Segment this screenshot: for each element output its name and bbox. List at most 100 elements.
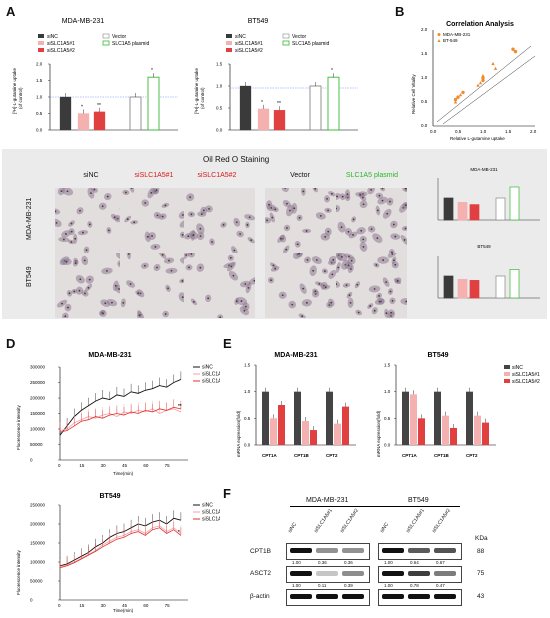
y-tick: 50000 — [30, 579, 43, 584]
lane-label: siNC — [379, 521, 391, 534]
panel-label-b: B — [395, 4, 405, 19]
q-r-cpt1b-3: 0.67 — [436, 560, 445, 565]
panel-d-top-xlabel: Time(min) — [113, 471, 134, 476]
small-bar — [495, 197, 506, 221]
row-label-mda: MDA-MB-231 — [26, 197, 33, 240]
panel-d-bottom-lines: 0 50000 100000 150000 200000 250000 0 15 30 45 60 7… — [30, 503, 182, 608]
svg-text:*: * — [81, 105, 83, 111]
panel-e-left-title: MDA-MB-231 — [274, 352, 317, 359]
panel-d-bottom-title: BT549 — [99, 493, 120, 500]
point-mda-1 — [456, 95, 460, 99]
blot-band — [434, 548, 456, 553]
point-bt-4 — [491, 61, 495, 66]
y-tick: 1.0 — [421, 75, 428, 80]
x-tick: 60 — [143, 603, 149, 608]
x-tick: 0 — [58, 603, 61, 608]
panel-a-right-title: BT549 — [248, 18, 269, 25]
col-label-si1: siSLC1A5#1 — [134, 172, 174, 179]
x-tick: 2.0 — [530, 129, 537, 134]
panel-e-ylabel-left: mRNA expression(fold) — [236, 410, 241, 457]
blot-band — [290, 548, 312, 553]
small-bar — [443, 275, 454, 299]
bar-4 — [147, 76, 160, 131]
panel-e-ylabel-right: mRNA expression(fold) — [376, 410, 381, 457]
blot-label-cpt1b: CPT1B — [250, 548, 271, 555]
svg-text:*: * — [331, 68, 333, 74]
point-mda-0 — [453, 97, 458, 102]
svg-text:(of control): (of control) — [200, 87, 205, 109]
bar-CPT1B-2 — [310, 430, 317, 445]
bar-CPT2-1 — [334, 423, 341, 445]
blot-size-cpt1b: 88 — [477, 548, 485, 555]
bar-CPT1A-0 — [262, 391, 269, 445]
y-tick: 1.0 — [244, 389, 251, 394]
cell-image-r0-c0 — [55, 188, 126, 253]
lane-label: siSLC1A5#2 — [431, 507, 452, 534]
series-line-2 — [59, 406, 181, 433]
x-tick: 75 — [165, 463, 171, 468]
q-l-asct2-1: 1.00 — [292, 583, 301, 588]
panel-d-top-ylabel: Fluorescence intensity — [16, 404, 21, 450]
col-label-vector: Vector — [290, 172, 310, 179]
panel-c-title: Oil Red O Staining — [203, 155, 270, 164]
legend-sinc: siNC — [47, 34, 58, 40]
y-tick: 0.5 — [244, 416, 251, 421]
x-tick: 15 — [79, 463, 85, 468]
blot-kda: KDa — [475, 535, 488, 542]
legend-swatch — [504, 372, 510, 376]
point-bt-0 — [453, 100, 458, 104]
panel-e-right-bars: CPT1A CPT1B CPT2 0.0 0.5 1.0 1.5 — [384, 363, 489, 458]
svg-text:siSLC1A5#1: siSLC1A5#1 — [235, 41, 263, 47]
point-bt-5 — [493, 66, 498, 70]
y-tick: 0.0 — [384, 443, 391, 448]
tick-label: 1.0 — [216, 84, 223, 89]
svg-text:SLC1A5 plasmid: SLC1A5 plasmid — [292, 41, 329, 47]
x-tick: 0.0 — [430, 129, 437, 134]
cell-image-r0-c3 — [265, 188, 336, 253]
q-r-asct2-1: 1.00 — [384, 583, 393, 588]
panel-d-bottom-xlabel: Time(min) — [113, 608, 134, 613]
y-tick: 50000 — [30, 442, 43, 447]
bar-CPT1B-1 — [302, 421, 309, 445]
blot-left-asct2 — [286, 566, 370, 583]
y-tick: 200000 — [30, 522, 46, 527]
category-label: CPT1B — [294, 453, 310, 458]
q-l-asct2-3: 0.39 — [344, 583, 353, 588]
svg-text:siNC: siNC — [235, 34, 246, 40]
legend-si1: siSLC1A5#1 — [47, 41, 75, 47]
svg-text:[³H]-L-gutamine uptake: [³H]-L-gutamine uptake — [194, 67, 199, 114]
q-l-cpt1b-3: 0.36 — [344, 560, 353, 565]
x-tick: 45 — [122, 463, 128, 468]
blot-band — [342, 548, 364, 553]
svg-text:Vector: Vector — [292, 34, 307, 40]
bar-CPT1B-1 — [442, 415, 449, 445]
bar-0 — [59, 96, 72, 131]
q-r-cpt1b-2: 0.64 — [410, 560, 419, 565]
col-label-plasmid: SLC1A5 plasmid — [345, 172, 399, 179]
point-mda-6 — [513, 49, 518, 54]
svg-text:siSLC1A5#2: siSLC1A5#2 — [235, 48, 263, 54]
panel-b-title: Correlation Analysis — [446, 21, 514, 28]
legend-si2: siSLC1A5#2 — [47, 48, 75, 54]
blot-left-cpt1b — [286, 543, 370, 560]
blot-label-asct2: ASCT2 — [250, 570, 271, 577]
x-tick: 75 — [165, 603, 171, 608]
bar-CPT1A-0 — [402, 391, 409, 445]
series-line-1 — [59, 408, 182, 431]
legend-label: siSLC1A5#2 — [512, 379, 540, 385]
bar-CPT2-0 — [466, 391, 473, 445]
x-tick: 0.5 — [455, 129, 462, 134]
panel-label-f: F — [223, 486, 231, 501]
legend-label: siSLC1A5#2 — [202, 517, 220, 523]
tick-label: 0.0 — [216, 128, 223, 133]
x-tick: 1.0 — [480, 129, 487, 134]
y-tick: 150000 — [30, 541, 46, 546]
category-label: CPT1B — [434, 453, 450, 458]
point-mda-5 — [511, 47, 515, 51]
q-r-asct2-3: 0.47 — [436, 583, 445, 588]
point-mda-3 — [481, 76, 485, 80]
tick-label: 1.5 — [36, 78, 43, 83]
q-r-cpt1b-1: 1.00 — [384, 560, 393, 565]
point-mda-2 — [461, 90, 465, 95]
svg-text:Fluorescence intensity: Fluorescence intensity — [16, 549, 21, 595]
